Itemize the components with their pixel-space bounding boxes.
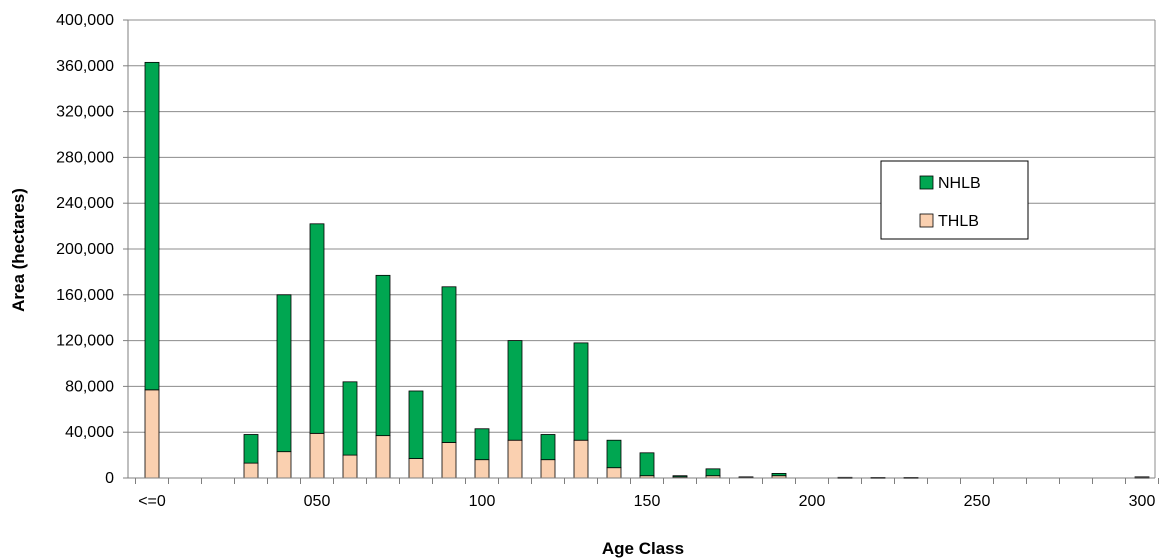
bar-nhlb-070 [375, 274, 391, 437]
x-axis-title: Age Class [602, 539, 684, 558]
bar-nhlb-190 [771, 473, 787, 477]
bar-thlb-110 [507, 439, 523, 479]
legend-label-nhlb: NHLB [938, 175, 981, 192]
y-tick-label: 240,000 [56, 195, 114, 212]
bar-thlb-100 [474, 459, 490, 479]
legend-swatch-nhlb [919, 175, 934, 190]
y-tick-label: 120,000 [56, 333, 114, 350]
y-tick-label: 0 [105, 470, 114, 487]
bar-nhlb-080 [408, 390, 424, 459]
bar-nhlb-110 [507, 340, 523, 441]
axes [123, 19, 1159, 484]
x-tick-label: 300 [1129, 493, 1156, 510]
legend-label-thlb: THLB [938, 213, 979, 230]
x-tick-label: 100 [469, 493, 496, 510]
bar-nhlb-060 [342, 381, 358, 456]
y-tick-label: 280,000 [56, 149, 114, 166]
bar-nhlb-100 [474, 428, 490, 461]
bar-nhlb-050 [309, 223, 325, 434]
bar-nhlb-090 [441, 286, 457, 443]
bar-thlb-070 [375, 435, 391, 479]
y-tick-labels: 0 40,000 80,000 120,000 160,000 200,000 240,00… [56, 12, 114, 487]
bar-thlb-040 [276, 451, 292, 479]
bar-nhlb-030 [243, 434, 259, 464]
legend: NHLB THLB [880, 160, 1029, 240]
bar-nhlb-170 [705, 468, 721, 477]
y-tick-label: 360,000 [56, 58, 114, 75]
bar-nhlb-160 [672, 475, 688, 478]
y-axis-title: Area (hectares) [9, 188, 28, 312]
x-tick-label: 200 [799, 493, 826, 510]
bar-nhlb-130 [573, 342, 589, 441]
bar-thlb-<=0 [144, 389, 160, 479]
bar-thlb-090 [441, 442, 457, 479]
y-tick-label: 80,000 [65, 378, 114, 395]
bar-thlb-140 [606, 467, 622, 479]
x-tick-label: 250 [964, 493, 991, 510]
y-tick-label: 400,000 [56, 12, 114, 29]
bar-nhlb-040 [276, 294, 292, 453]
bar-nhlb-<=0 [144, 61, 160, 391]
bar-nhlb-180 [738, 476, 754, 478]
x-tick-label: 050 [304, 493, 331, 510]
bar-thlb-060 [342, 454, 358, 479]
y-tick-label: 160,000 [56, 287, 114, 304]
bars [144, 61, 1150, 479]
legend-swatch-thlb [919, 213, 934, 228]
bar-nhlb-120 [540, 434, 556, 461]
bar-thlb-130 [573, 439, 589, 479]
bar-nhlb-150 [639, 452, 655, 477]
y-tick-label: 200,000 [56, 241, 114, 258]
bar-thlb-080 [408, 458, 424, 479]
bar-nhlb-140 [606, 439, 622, 469]
x-tick-label: <=0 [138, 493, 166, 510]
x-tick-label: 150 [634, 493, 661, 510]
bar-thlb-030 [243, 462, 259, 479]
bar-thlb-050 [309, 432, 325, 479]
legend-box [880, 160, 1029, 240]
x-tick-labels: <=0 050 100 150 200 250 300 [138, 493, 1155, 510]
y-tick-label: 40,000 [65, 424, 114, 441]
y-tick-label: 320,000 [56, 104, 114, 121]
bar-thlb-120 [540, 459, 556, 479]
